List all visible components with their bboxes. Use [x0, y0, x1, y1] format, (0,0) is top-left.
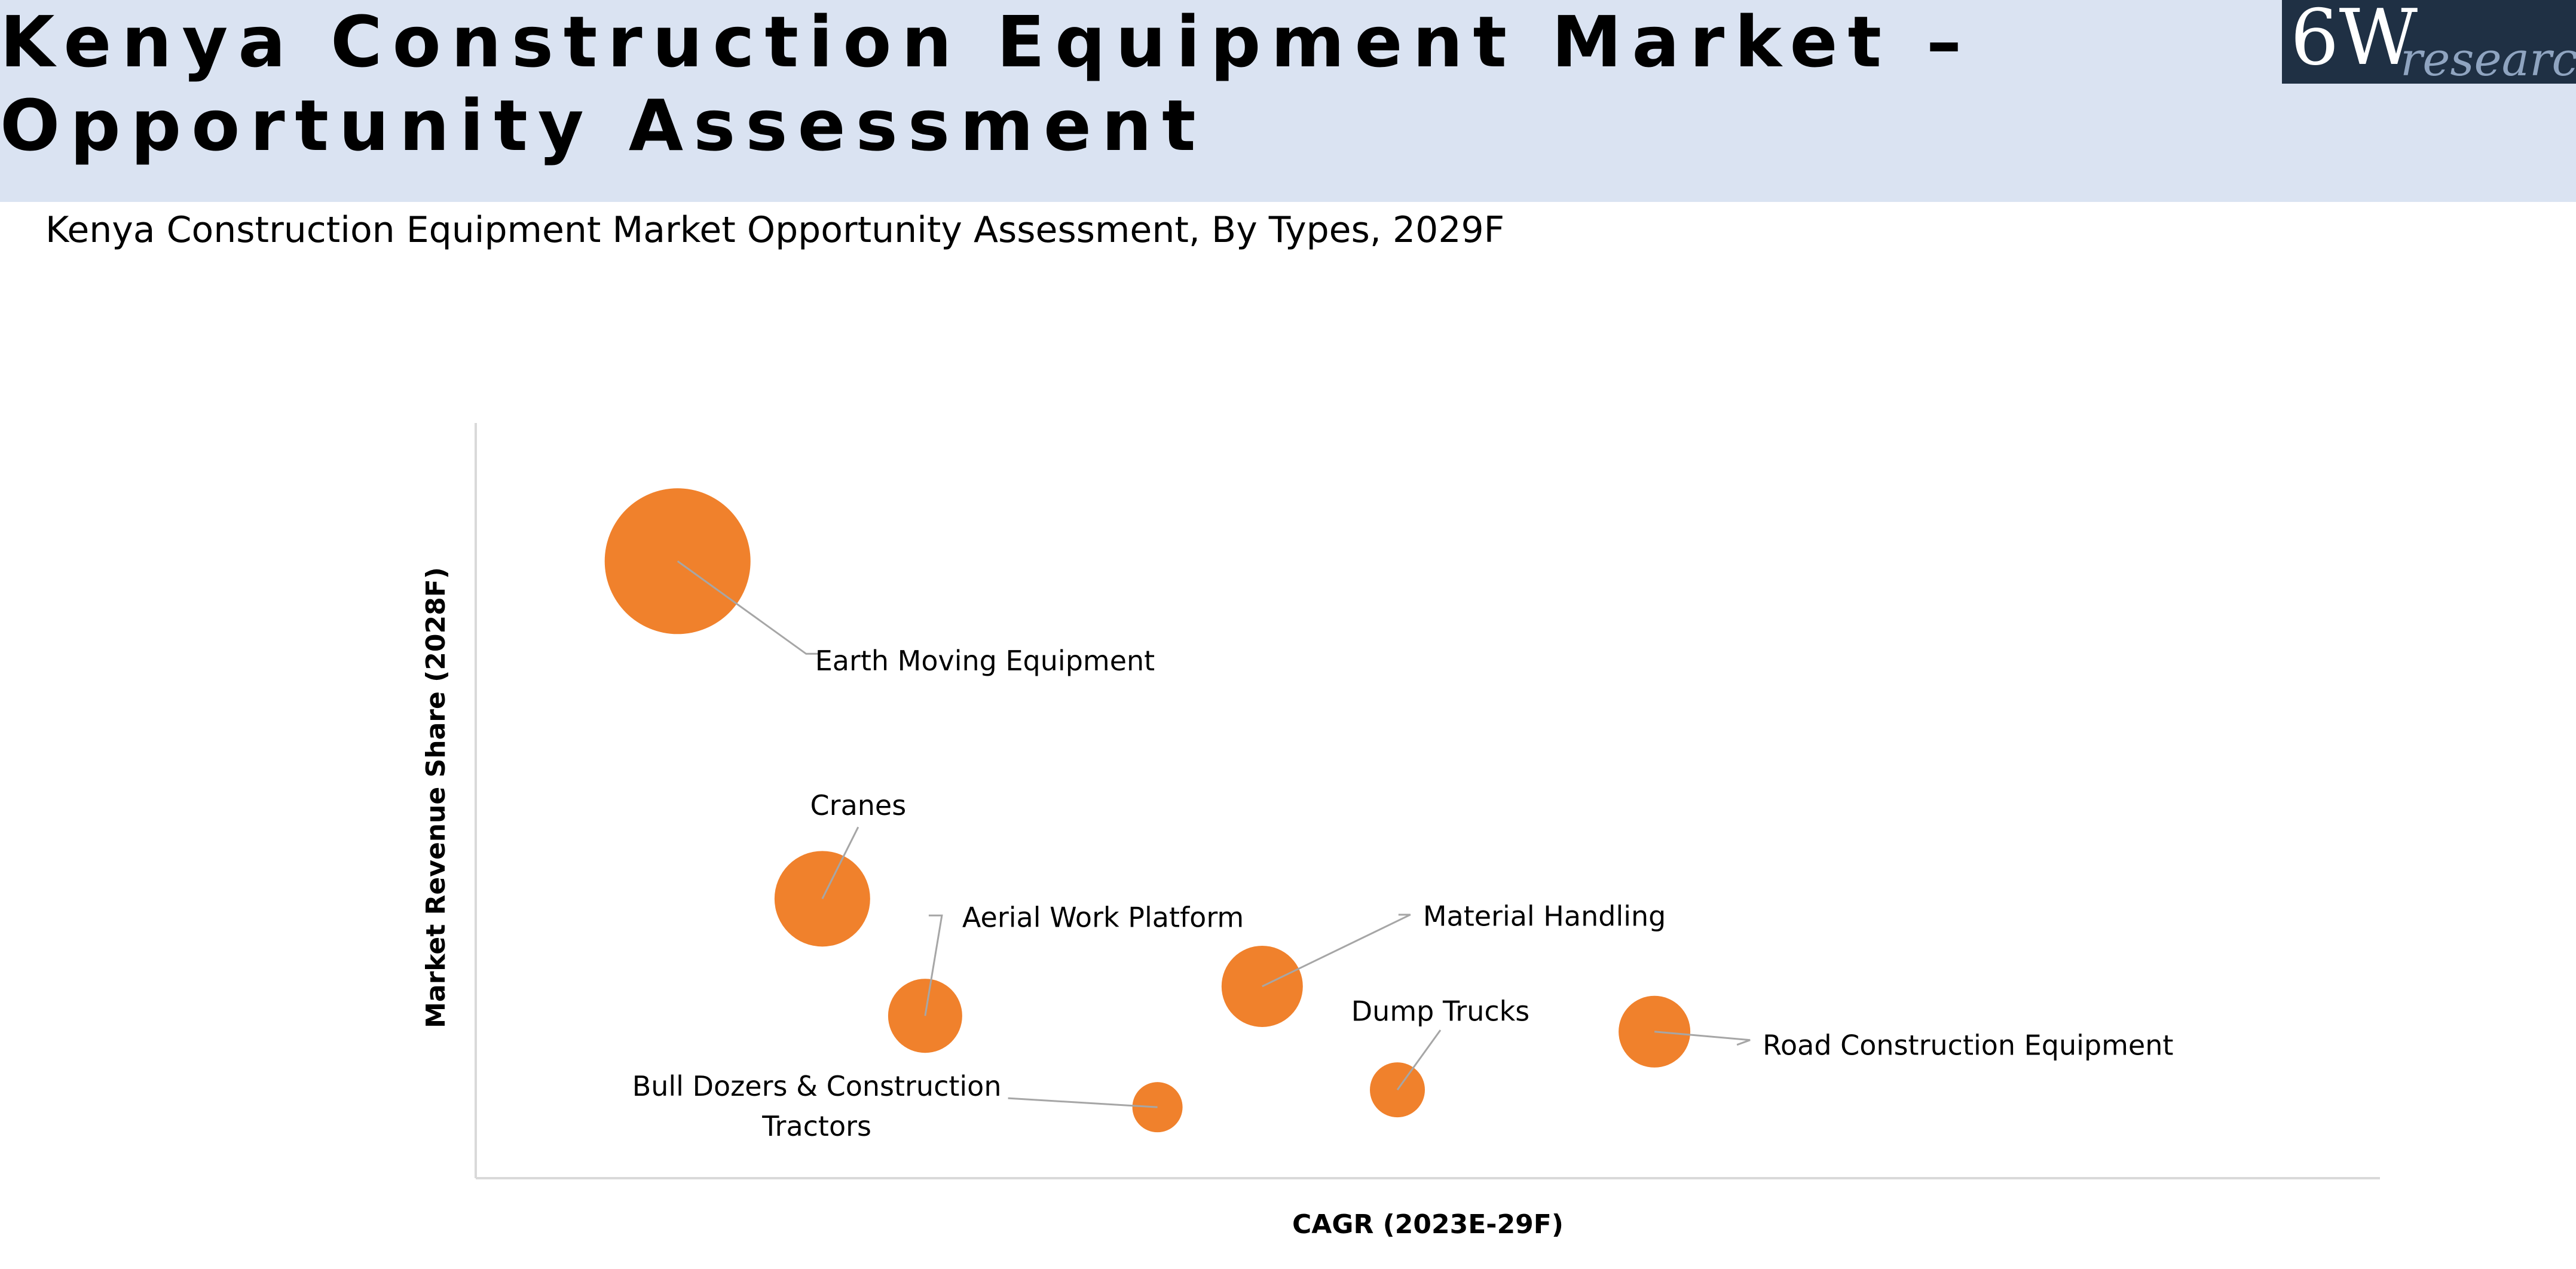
- chart-title: Kenya Construction Equipment Market Oppo…: [45, 209, 1505, 251]
- bubble-label-material-handling: Material Handling: [1423, 900, 1666, 932]
- leader-line-cranes: [821, 826, 859, 899]
- leader-line-bull-dozers-construction-tractors: [1008, 1097, 1158, 1108]
- bubble-label-line: Bull Dozers & Construction: [632, 1070, 1002, 1102]
- bubble-series: [604, 488, 1691, 1133]
- bubble-labels: Earth Moving Equipment Cranes Aerial Work …: [632, 645, 2174, 1142]
- bubble-label-earth-moving-equipment: Earth Moving Equipment: [815, 645, 1155, 677]
- y-axis-title: Market Revenue Share (2028F): [421, 567, 451, 1028]
- bubble-label-road-construction-equipment: Road Construction Equipment: [1763, 1029, 2173, 1061]
- bubble-label-bull-dozers-construction-tractors: Bull Dozers & Construction Tractors: [632, 1070, 1002, 1142]
- x-axis-title: CAGR (2023E-29F): [1292, 1209, 1564, 1240]
- bubble-label-aerial-work-platform: Aerial Work Platform: [962, 902, 1244, 934]
- leader-line-aerial-work-platform: [924, 914, 943, 1016]
- bubble-label-cranes: Cranes: [810, 789, 907, 822]
- leader-line-road-construction-equipment: [1654, 1031, 1751, 1046]
- page-title: Kenya Construction Equipment Market – Op…: [0, 1, 1972, 167]
- leader-line-earth-moving-equipment: [677, 560, 818, 655]
- logo-main-text: 6W: [2290, 0, 2418, 82]
- brand-logo: 6W research: [2282, 0, 2576, 84]
- header-band: [0, 0, 2576, 202]
- leader-line-dump-trucks: [1396, 1029, 1442, 1090]
- bubble-label-dump-trucks: Dump Trucks: [1351, 995, 1530, 1028]
- logo-sub-text: research: [2400, 33, 2576, 84]
- leader-lines: [677, 560, 1751, 1108]
- bubble-label-line: Tractors: [761, 1109, 871, 1142]
- leader-line-material-handling: [1262, 914, 1411, 988]
